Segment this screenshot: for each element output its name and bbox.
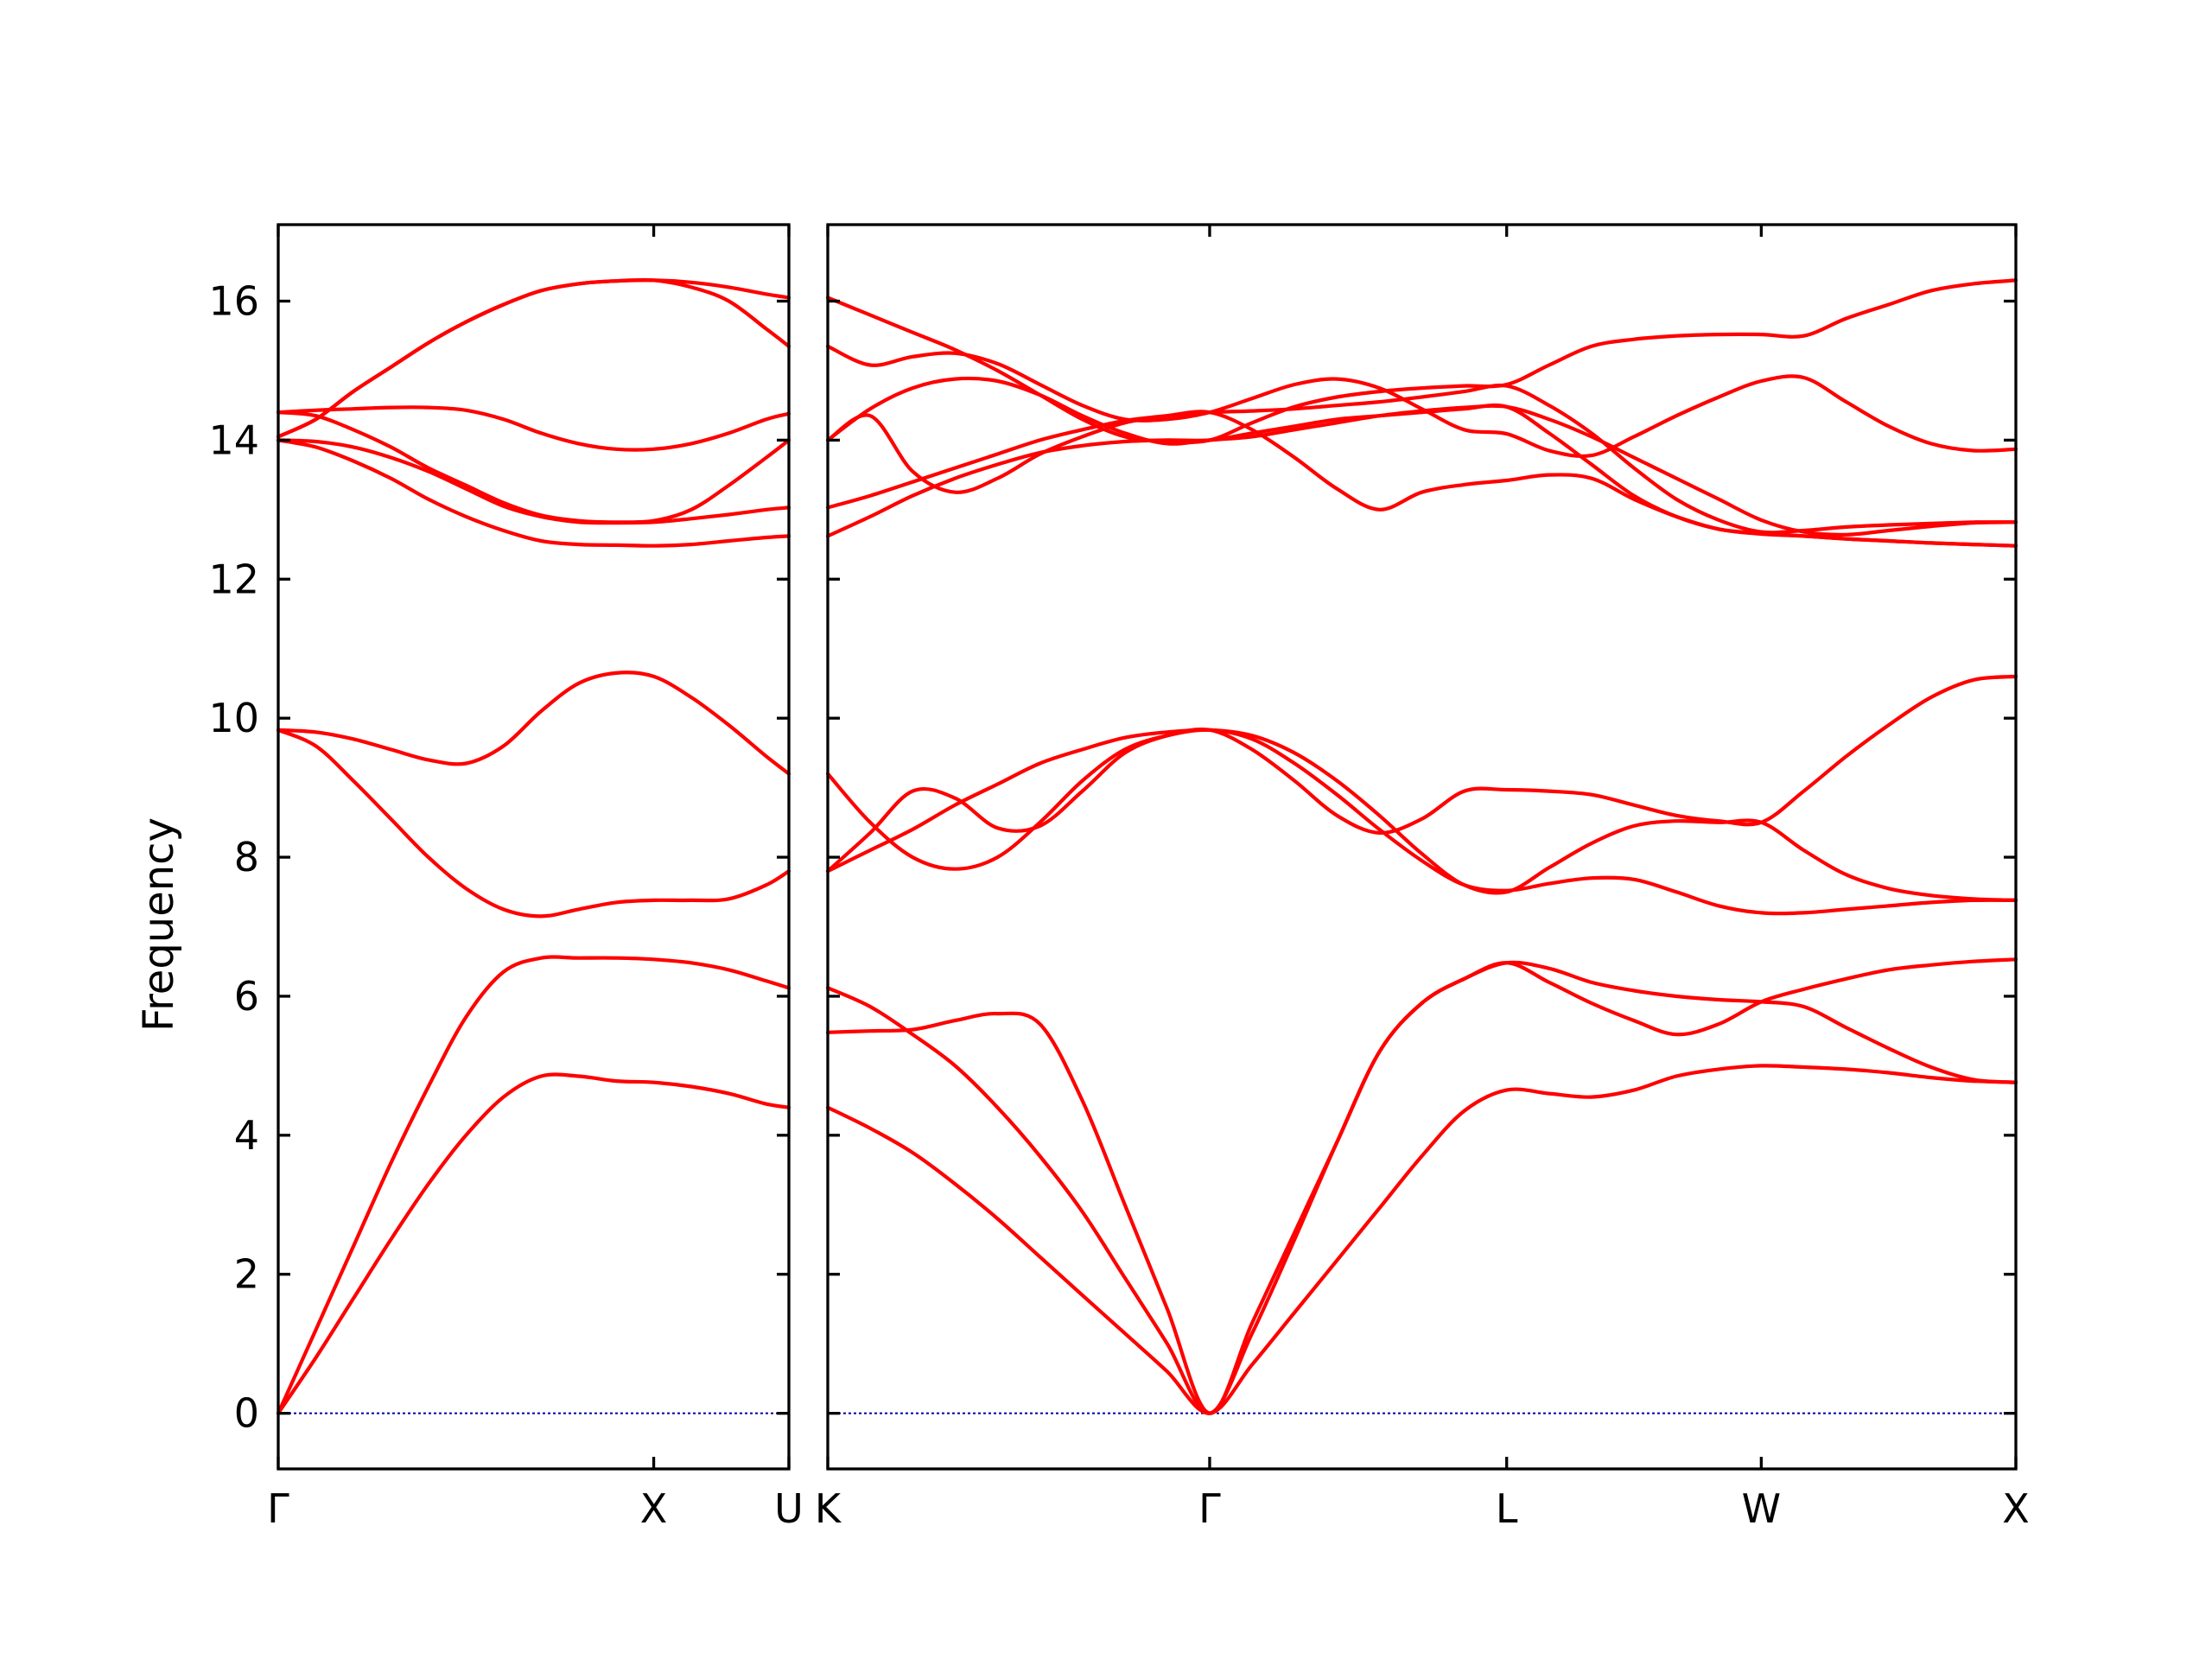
x-tick-label: X [2002,1485,2030,1532]
x-tick-label: Γ [267,1485,289,1532]
left-panel: 0 2 4 6 8 10 12 14 16 Γ X U [208,223,804,1532]
y-tick-label: 16 [208,277,259,324]
x-tick-label: W [1742,1485,1781,1532]
y-tick-label: 14 [208,416,259,463]
band-line-3 [825,957,2018,1415]
y-tick-label: 2 [234,1251,259,1298]
x-tick-label: U [774,1485,804,1532]
plot-frame [276,223,791,1471]
y-tick-label: 8 [234,834,259,880]
y-tick-label: 0 [234,1390,259,1437]
band-line-5 [276,438,791,548]
y-tick-label: 6 [234,973,259,1020]
band-line-2 [825,960,2018,1415]
band-line-6 [276,438,791,525]
band-line-1 [825,1064,2018,1415]
x-tick-label: X [640,1485,668,1532]
band-line-8 [276,405,791,452]
y-tick-label: 10 [208,695,259,741]
band-line-12 [825,278,2018,444]
band-line-6 [825,728,2018,902]
band-line-4 [276,671,791,776]
band-line-9 [276,278,791,439]
y-tick-label: 12 [208,556,259,602]
plot-panels: 0 2 4 6 8 10 12 14 16 Γ X U K Γ L W X [208,223,2030,1532]
y-axis-label: Frequency [135,817,183,1032]
band-line-5 [825,728,2018,916]
x-tick-label: L [1496,1485,1518,1532]
band-line-7 [276,410,791,524]
plot-frame [826,223,2018,1471]
band-line-8 [825,383,2018,535]
band-line-4 [825,674,2018,874]
x-tick-label: K [815,1485,842,1532]
band-line-3 [276,728,791,918]
band-line-10 [276,277,791,439]
band-line-9 [825,376,2018,537]
x-tick-label: Γ [1198,1485,1221,1532]
band-line-1 [276,1072,791,1415]
band-line-2 [276,955,791,1415]
band-line-10 [825,410,2018,548]
band-line-11 [825,344,2018,459]
y-tick-label: 4 [234,1112,259,1159]
